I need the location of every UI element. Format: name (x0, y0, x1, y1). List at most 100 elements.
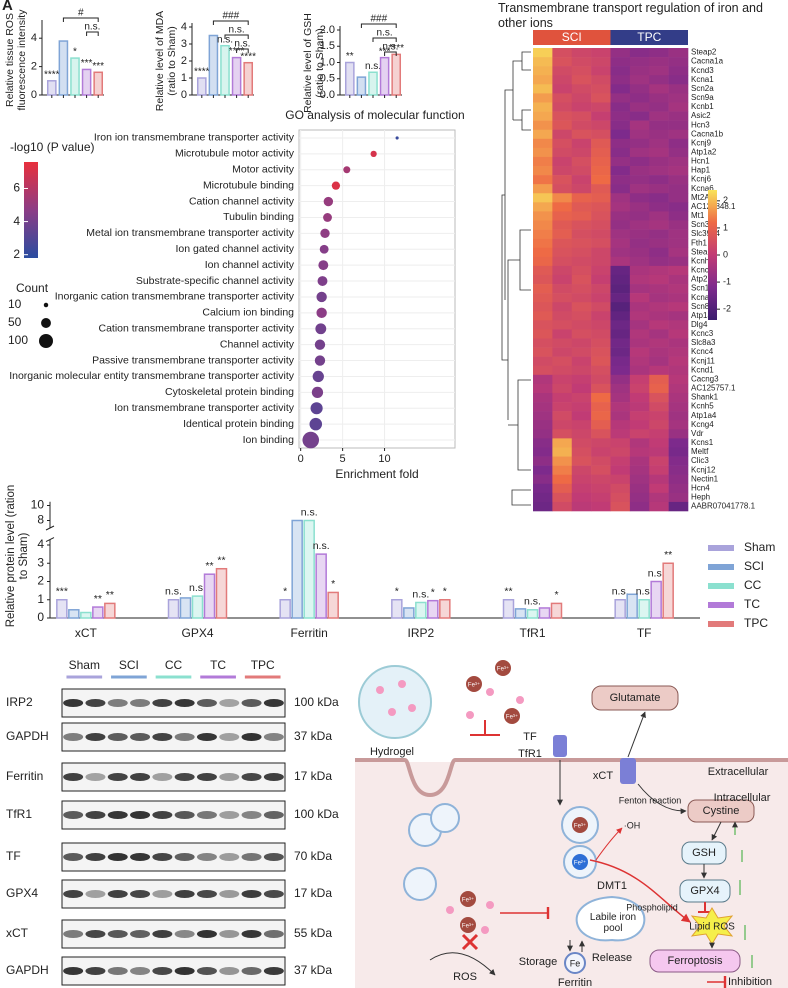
significance-label: * (283, 586, 287, 598)
heatmap-cell (533, 238, 553, 249)
heatmap-cell (571, 175, 592, 185)
legend-label: TC (744, 597, 760, 611)
panel-label: A (2, 0, 13, 14)
bar (391, 53, 402, 96)
heatmap-cell (668, 238, 689, 249)
row-label: Cacna1b (691, 129, 724, 138)
y-tick-label: 4 (31, 32, 37, 44)
heatmap-cell (668, 383, 689, 394)
heatmap-cell (552, 356, 573, 367)
heatmap-cell (610, 102, 631, 112)
heatmap-cell (610, 438, 631, 448)
heatmap-cell (610, 311, 631, 321)
significance-label: n.s. (636, 586, 653, 598)
significance-label: ** (504, 586, 512, 598)
heatmap-cell (610, 302, 631, 312)
row-label: Shank1 (691, 393, 719, 402)
legend-label: CC (744, 578, 762, 592)
heatmap-cell (533, 229, 553, 239)
blot-band (107, 853, 128, 861)
diagram-label: GPX4 (690, 885, 719, 897)
row-label: Asic2 (691, 111, 711, 120)
blot-band (219, 890, 240, 898)
heatmap-cell (533, 501, 553, 512)
heatmap-cell (571, 138, 592, 149)
heatmap-cell (533, 492, 553, 503)
dot (311, 386, 324, 398)
heatmap-cell (571, 365, 592, 376)
heatmap-cell (533, 111, 553, 121)
blot-band (107, 733, 128, 741)
bar (356, 76, 367, 96)
blot-band (130, 930, 151, 938)
significance-label: *** (56, 586, 68, 598)
comparison-label: # (78, 8, 84, 19)
heatmap-cell (571, 293, 592, 303)
heatmap-cell (552, 220, 573, 230)
heatmap-cell (571, 193, 592, 203)
blot-band (85, 699, 106, 707)
heatmap-cell (668, 265, 689, 276)
x-tick-label: GPX4 (181, 626, 213, 640)
heatmap-cell (533, 356, 553, 367)
heatmap-cell (629, 211, 650, 221)
row-label: Mt1 (691, 211, 705, 220)
heatmap-cell (629, 311, 650, 321)
heatmap-cell (533, 147, 553, 158)
diagram-label: xCT (593, 770, 613, 782)
heatmap-cell (533, 220, 553, 230)
blot-band (241, 890, 262, 898)
bar (650, 580, 662, 619)
heatmap-cell (552, 311, 573, 321)
blot-band (63, 773, 84, 781)
x-tick-label: 0 (298, 453, 304, 465)
heatmap-cell (649, 48, 669, 58)
y-tick-label: 0 (181, 89, 187, 101)
row-label: Hcn3 (691, 120, 710, 129)
blot-band (241, 967, 262, 975)
heatmap-cell (591, 166, 611, 176)
heatmap-cell (668, 129, 689, 140)
heatmap-cell (629, 138, 650, 149)
significance-label: * (331, 578, 335, 590)
heatmap-cell (533, 93, 553, 103)
heatmap-cell (591, 411, 611, 421)
heatmap-cell (649, 429, 669, 439)
heatmap-cell (668, 166, 689, 176)
heatmap-cell (610, 211, 631, 221)
blot-band (174, 967, 195, 975)
heatmap-cell (552, 302, 573, 312)
row-label: Hcn4 (691, 483, 710, 492)
heatmap-cell (629, 438, 650, 448)
heatmap-cell (571, 102, 592, 112)
heatmap-cell (571, 338, 592, 348)
heatmap-cell (649, 284, 669, 294)
heatmap-cell (668, 447, 689, 457)
heatmap-cell (649, 93, 669, 103)
row-label: Kcnd3 (691, 66, 714, 75)
heatmap-cell (610, 274, 631, 285)
row-label: Nectin1 (691, 474, 719, 483)
bar (526, 609, 539, 619)
heatmap-cell (610, 238, 631, 249)
legend-label: TPC (744, 616, 768, 630)
heatmap-cell (591, 48, 611, 58)
heatmap-cell (591, 492, 611, 503)
blot-band (130, 699, 151, 707)
bar (167, 599, 180, 619)
plot-frame (298, 129, 456, 449)
heatmap-cell (591, 438, 611, 448)
heatmap-cell (591, 329, 611, 339)
heatmap-cell (610, 220, 631, 230)
heatmap-cell (533, 184, 553, 194)
diagram-label: GSH (692, 847, 716, 859)
y-tick-label: 3 (181, 38, 187, 50)
blot-band (85, 890, 106, 898)
heatmap-cell (668, 302, 689, 312)
heatmap-cell (552, 75, 573, 85)
heatmap-cell (668, 138, 689, 149)
heatmap-cell (668, 329, 689, 339)
heatmap-cell (629, 256, 650, 267)
comparison-label: n.s. (382, 42, 398, 53)
group-bar (533, 30, 611, 45)
